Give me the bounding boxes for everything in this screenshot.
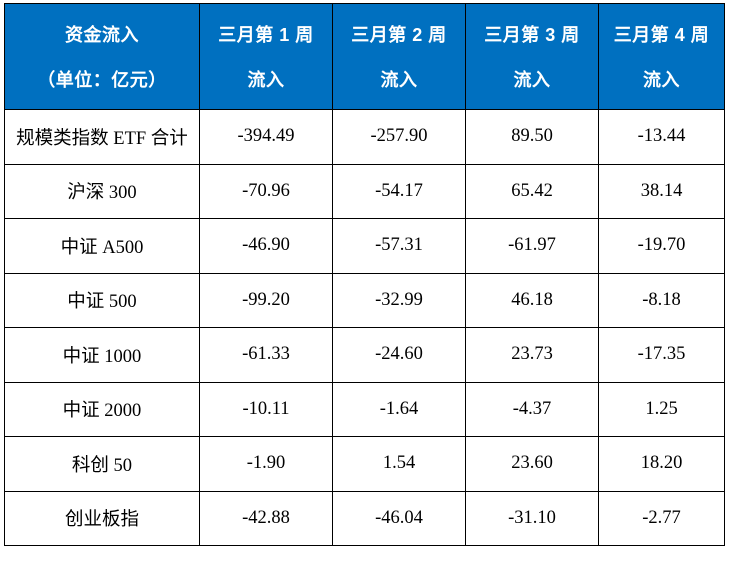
header-cell-week-2: 三月第 2 周 流入 xyxy=(332,3,466,110)
week-1-sublabel: 流入 xyxy=(247,69,285,90)
week-4-sublabel: 流入 xyxy=(643,69,680,90)
week-2-sublabel: 流入 xyxy=(380,69,418,90)
value-cell-week-4: -8.18 xyxy=(598,272,725,328)
row-label: 规模类指数 ETF 合计 xyxy=(4,109,200,165)
table-unit-label: （单位：亿元） xyxy=(37,69,167,90)
value-cell-week-3: 46.18 xyxy=(465,272,599,328)
value-cell-week-3: -61.97 xyxy=(465,218,599,274)
header-cell-week-4: 三月第 4 周 流入 xyxy=(598,3,725,110)
value-cell-week-1: -394.49 xyxy=(199,109,333,165)
value-cell-week-3: -31.10 xyxy=(465,490,599,546)
value-cell-week-2: -54.17 xyxy=(332,163,466,219)
table-row: 沪深 300 -70.96 -54.17 65.42 38.14 xyxy=(4,163,725,219)
table-row: 中证 500 -99.20 -32.99 46.18 -8.18 xyxy=(4,272,725,328)
fund-flow-table: 资金流入 （单位：亿元） 三月第 1 周 流入 三月第 2 周 流入 xyxy=(4,3,725,546)
value-cell-week-1: -46.90 xyxy=(199,218,333,274)
value-cell-week-4: -17.35 xyxy=(598,327,725,383)
value-cell-week-2: -46.04 xyxy=(332,490,466,546)
header-cell-title: 资金流入 （单位：亿元） xyxy=(4,3,200,110)
value-cell-week-3: 23.60 xyxy=(465,436,599,492)
value-cell-week-2: -1.64 xyxy=(332,381,466,437)
row-label: 中证 A500 xyxy=(4,218,200,274)
header-row: 资金流入 （单位：亿元） 三月第 1 周 流入 三月第 2 周 流入 xyxy=(4,3,725,110)
table-row: 中证 A500 -46.90 -57.31 -61.97 -19.70 xyxy=(4,218,725,274)
value-cell-week-3: 89.50 xyxy=(465,109,599,165)
table-row: 中证 2000 -10.11 -1.64 -4.37 1.25 xyxy=(4,381,725,437)
table-row: 创业板指 -42.88 -46.04 -31.10 -2.77 xyxy=(4,490,725,546)
row-label: 科创 50 xyxy=(4,436,200,492)
value-cell-week-1: -70.96 xyxy=(199,163,333,219)
week-3-sublabel: 流入 xyxy=(513,69,551,90)
table-header: 资金流入 （单位：亿元） 三月第 1 周 流入 三月第 2 周 流入 xyxy=(4,3,725,110)
week-3-label: 三月第 3 周 xyxy=(484,25,580,46)
row-label: 创业板指 xyxy=(4,490,200,546)
value-cell-week-1: -1.90 xyxy=(199,436,333,492)
week-2-label: 三月第 2 周 xyxy=(351,25,447,46)
value-cell-week-1: -99.20 xyxy=(199,272,333,328)
value-cell-week-1: -10.11 xyxy=(199,381,333,437)
week-4-label: 三月第 4 周 xyxy=(613,25,710,46)
value-cell-week-2: -257.90 xyxy=(332,109,466,165)
header-cell-week-1: 三月第 1 周 流入 xyxy=(199,3,333,110)
value-cell-week-2: -57.31 xyxy=(332,218,466,274)
value-cell-week-4: -19.70 xyxy=(598,218,725,274)
table-row: 科创 50 -1.90 1.54 23.60 18.20 xyxy=(4,436,725,492)
value-cell-week-4: 18.20 xyxy=(598,436,725,492)
table-row: 中证 1000 -61.33 -24.60 23.73 -17.35 xyxy=(4,327,725,383)
week-1-label: 三月第 1 周 xyxy=(218,25,314,46)
value-cell-week-3: 23.73 xyxy=(465,327,599,383)
value-cell-week-2: 1.54 xyxy=(332,436,466,492)
table-row: 规模类指数 ETF 合计 -394.49 -257.90 89.50 -13.4… xyxy=(4,109,725,165)
value-cell-week-4: 1.25 xyxy=(598,381,725,437)
header-cell-week-3: 三月第 3 周 流入 xyxy=(465,3,599,110)
row-label: 中证 2000 xyxy=(4,381,200,437)
value-cell-week-4: 38.14 xyxy=(598,163,725,219)
table-body: 规模类指数 ETF 合计 -394.49 -257.90 89.50 -13.4… xyxy=(4,109,725,546)
value-cell-week-2: -32.99 xyxy=(332,272,466,328)
value-cell-week-1: -61.33 xyxy=(199,327,333,383)
value-cell-week-4: -13.44 xyxy=(598,109,725,165)
table-title: 资金流入 xyxy=(65,25,139,46)
value-cell-week-1: -42.88 xyxy=(199,490,333,546)
row-label: 中证 1000 xyxy=(4,327,200,383)
value-cell-week-2: -24.60 xyxy=(332,327,466,383)
row-label: 中证 500 xyxy=(4,272,200,328)
row-label: 沪深 300 xyxy=(4,163,200,219)
value-cell-week-3: 65.42 xyxy=(465,163,599,219)
value-cell-week-3: -4.37 xyxy=(465,381,599,437)
value-cell-week-4: -2.77 xyxy=(598,490,725,546)
